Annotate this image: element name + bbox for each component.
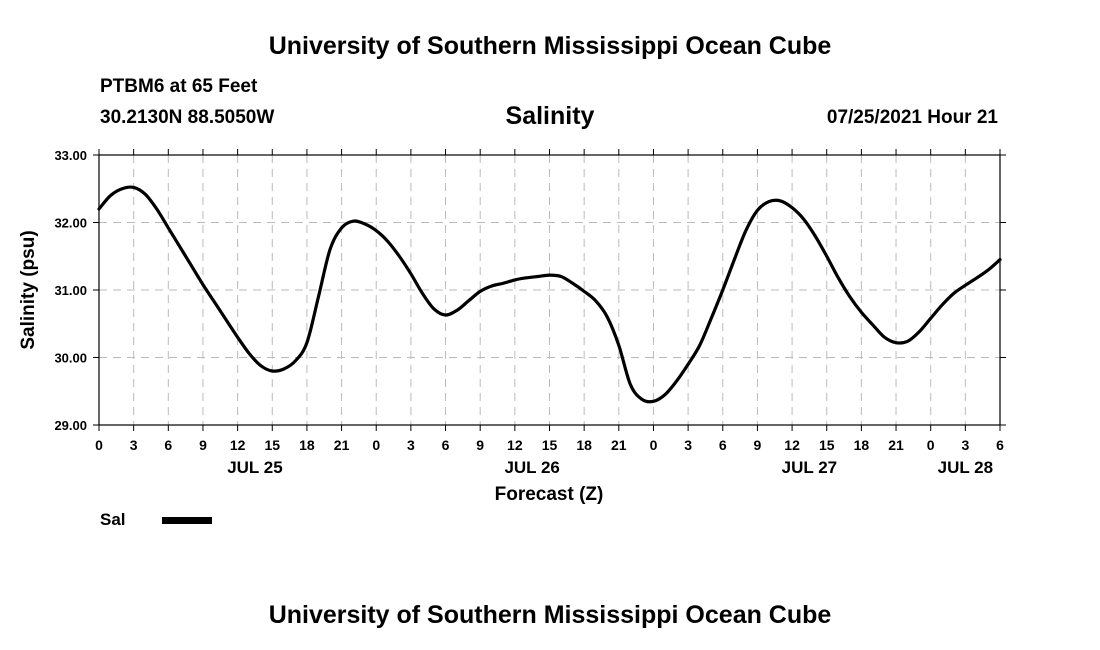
x-tick-label: 3 (130, 437, 138, 453)
x-tick-label: 18 (299, 437, 315, 453)
x-tick-label: 15 (819, 437, 835, 453)
y-tick-labels: 29.00 30.00 31.00 32.00 33.00 (54, 148, 87, 433)
x-tick-label: 9 (476, 437, 484, 453)
x-tick-label: 6 (164, 437, 172, 453)
x-tick-label: 3 (407, 437, 415, 453)
x-tick-label: 3 (684, 437, 692, 453)
axis-ticks (93, 149, 1006, 431)
x-tick-label: 0 (95, 437, 103, 453)
y-tick-label: 33.00 (54, 148, 87, 163)
date-label: JUL 25 (227, 458, 282, 477)
y-tick-label: 30.00 (54, 351, 87, 366)
x-tick-label: 12 (507, 437, 523, 453)
chart-header-title: University of Southern Mississippi Ocean… (268, 32, 832, 60)
salinity-series-line (97, 185, 1002, 404)
legend-swatch (162, 517, 212, 524)
date-label: JUL 26 (504, 458, 559, 477)
x-tick-label: 12 (230, 437, 246, 453)
legend-label: Sal (100, 510, 126, 529)
y-axis-label: Salinity (psu) (18, 230, 39, 349)
variable-title: Salinity (505, 102, 595, 130)
x-tick-label: 18 (854, 437, 870, 453)
station-name: PTBM6 at 65 Feet (100, 76, 258, 97)
date-labels: JUL 25 JUL 26 JUL 27 JUL 28 (227, 458, 993, 477)
y-tick-label: 32.00 (54, 216, 87, 231)
x-tick-label: 15 (264, 437, 280, 453)
x-tick-labels: 0 3 6 9 12 15 18 21 0 3 6 9 12 15 18 21 0 3 6 9 12 15 18 21 0 3 6 (95, 437, 1004, 453)
x-tick-label: 0 (927, 437, 935, 453)
x-axis-label: Forecast (Z) (495, 484, 604, 505)
x-tick-label: 0 (372, 437, 380, 453)
plot-frame (98, 154, 1001, 426)
x-tick-label: 6 (996, 437, 1004, 453)
x-tick-label: 6 (442, 437, 450, 453)
x-tick-label: 15 (542, 437, 558, 453)
grid-lines (99, 155, 1000, 425)
y-tick-label: 29.00 (54, 418, 87, 433)
station-coordinates: 30.2130N 88.5050W (100, 107, 275, 128)
forecast-datetime: 07/25/2021 Hour 21 (826, 107, 998, 128)
x-tick-label: 0 (650, 437, 658, 453)
x-tick-label: 9 (754, 437, 762, 453)
y-tick-label: 31.00 (54, 283, 87, 298)
x-tick-label: 9 (199, 437, 207, 453)
x-tick-label: 21 (611, 437, 627, 453)
x-tick-label: 21 (888, 437, 904, 453)
x-tick-label: 3 (961, 437, 969, 453)
x-tick-label: 6 (719, 437, 727, 453)
x-tick-label: 12 (784, 437, 800, 453)
chart-footer-title: University of Southern Mississippi Ocean… (268, 601, 832, 629)
date-label: JUL 27 (782, 458, 837, 477)
x-tick-label: 21 (334, 437, 350, 453)
x-tick-label: 18 (576, 437, 592, 453)
date-label: JUL 28 (938, 458, 993, 477)
